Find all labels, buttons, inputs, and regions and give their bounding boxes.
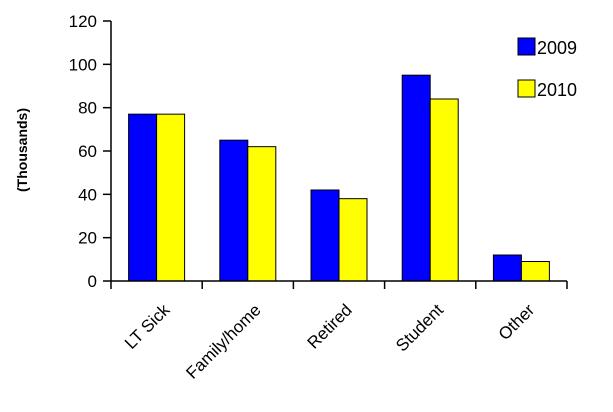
bar-2009-other [492, 254, 522, 282]
x-axis-ticks: LT Sick Family/home Retired Student Other [110, 281, 568, 383]
y-tick-label: 100 [69, 55, 97, 74]
legend: 2009 2010 [517, 37, 577, 100]
y-tick-label: 80 [78, 99, 97, 118]
x-tick-label: Retired [304, 300, 356, 352]
y-tick-label: 20 [78, 229, 97, 248]
bars-group [128, 74, 550, 282]
y-tick-label: 120 [69, 12, 97, 31]
legend-label-2009: 2009 [537, 38, 577, 58]
y-tick-label: 40 [78, 185, 97, 204]
x-tick-label: Family/home [182, 300, 264, 382]
legend-label-2010: 2010 [537, 80, 577, 100]
bar-2009-family-home [219, 139, 249, 282]
bar-2010-student [429, 98, 459, 282]
y-axis-ticks: 0 20 40 60 80 100 120 [69, 12, 111, 291]
bar-2010-retired [338, 198, 368, 282]
x-tick-label: Other [495, 300, 539, 344]
x-tick-label: Student [392, 300, 447, 355]
bar-2009-lt-sick [128, 113, 158, 282]
legend-swatch-2010 [517, 79, 536, 98]
bar-2010-other [520, 261, 550, 282]
bar-2009-student [401, 74, 431, 282]
y-axis-label: (Thousands) [14, 108, 30, 192]
legend-swatch-2009 [517, 37, 536, 56]
y-tick-label: 0 [88, 272, 97, 291]
bar-2010-lt-sick [156, 113, 186, 282]
x-tick-label: LT Sick [121, 300, 174, 353]
bar-2010-family-home [247, 146, 277, 282]
y-tick-label: 60 [78, 142, 97, 161]
bar-2009-retired [310, 189, 340, 282]
